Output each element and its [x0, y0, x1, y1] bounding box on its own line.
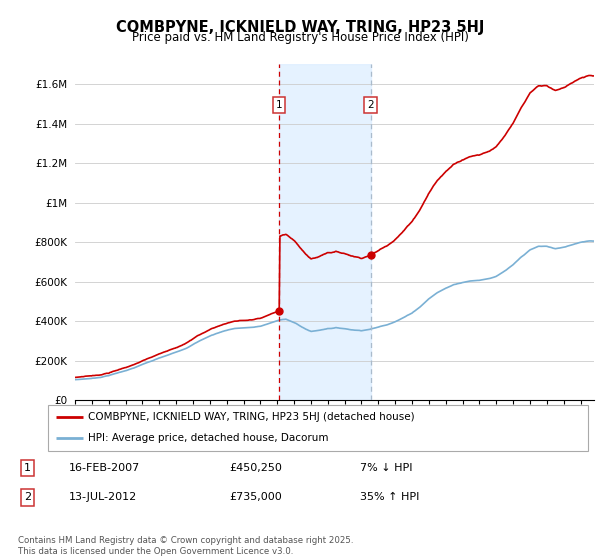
Text: 35% ↑ HPI: 35% ↑ HPI [360, 492, 419, 502]
FancyBboxPatch shape [48, 405, 588, 451]
Text: 1: 1 [24, 463, 31, 473]
Bar [279, 64, 371, 400]
Text: £450,250: £450,250 [229, 463, 282, 473]
Text: COMBPYNE, ICKNIELD WAY, TRING, HP23 5HJ: COMBPYNE, ICKNIELD WAY, TRING, HP23 5HJ [116, 20, 484, 35]
Text: Contains HM Land Registry data © Crown copyright and database right 2025.
This d: Contains HM Land Registry data © Crown c… [18, 536, 353, 556]
Text: 7% ↓ HPI: 7% ↓ HPI [360, 463, 413, 473]
Text: Price paid vs. HM Land Registry's House Price Index (HPI): Price paid vs. HM Land Registry's House … [131, 31, 469, 44]
Text: £735,000: £735,000 [229, 492, 281, 502]
Text: 1: 1 [276, 100, 283, 110]
Text: COMBPYNE, ICKNIELD WAY, TRING, HP23 5HJ (detached house): COMBPYNE, ICKNIELD WAY, TRING, HP23 5HJ … [89, 412, 415, 422]
Text: 2: 2 [24, 492, 31, 502]
Text: 16-FEB-2007: 16-FEB-2007 [70, 463, 140, 473]
Text: 2: 2 [367, 100, 374, 110]
Text: 13-JUL-2012: 13-JUL-2012 [70, 492, 137, 502]
Text: HPI: Average price, detached house, Dacorum: HPI: Average price, detached house, Daco… [89, 433, 329, 444]
